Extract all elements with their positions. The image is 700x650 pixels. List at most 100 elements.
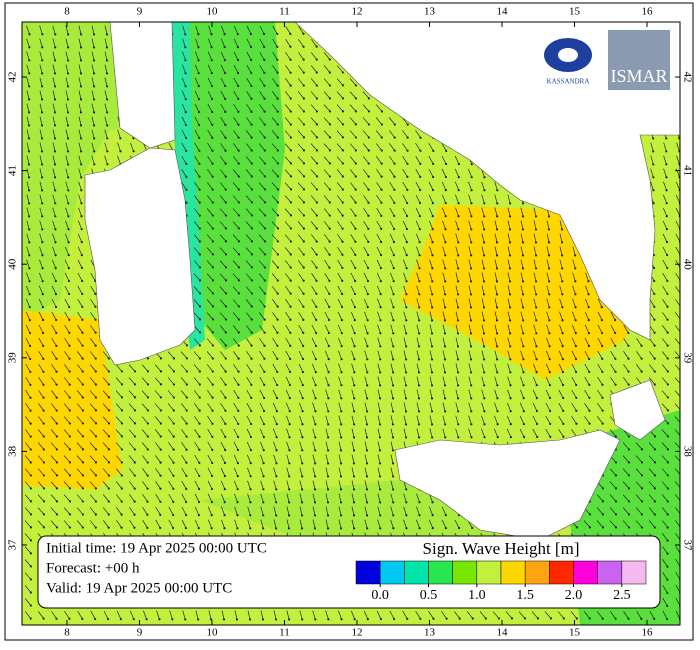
- arrow-shaft: [285, 39, 291, 47]
- arrow-shaft: [310, 143, 318, 151]
- arrow-shaft: [362, 117, 370, 125]
- arrow-shaft: [520, 259, 524, 269]
- arrow-head: [41, 241, 44, 244]
- arrow-head: [53, 124, 57, 127]
- arrow-head: [521, 241, 525, 244]
- arrow-shaft: [402, 233, 408, 243]
- wave-arrow: [363, 259, 370, 270]
- arrow-head: [561, 345, 564, 348]
- arrow-shaft: [207, 116, 213, 126]
- wave-arrow: [39, 259, 44, 270]
- arrow-shaft: [246, 38, 252, 48]
- arrow-head: [354, 253, 357, 256]
- arrow-head: [327, 423, 330, 426]
- arrow-head: [28, 241, 31, 244]
- arrow-head: [94, 292, 97, 295]
- wave-arrow: [455, 194, 460, 205]
- wave-arrow: [663, 168, 668, 179]
- wave-arrow: [39, 233, 44, 244]
- arrow-head: [250, 409, 253, 413]
- arrow-head: [456, 371, 460, 374]
- arrow-shaft: [26, 233, 30, 243]
- arrow-shaft: [78, 103, 82, 113]
- arrow-head: [211, 422, 214, 425]
- wave-arrow: [258, 247, 267, 256]
- arrow-head: [353, 319, 356, 322]
- wave-arrow: [233, 104, 240, 113]
- wave-arrow: [362, 104, 371, 113]
- arrow-head: [367, 175, 370, 178]
- arrow-head: [496, 371, 499, 374]
- arrow-head: [28, 344, 32, 348]
- arrow-head: [250, 201, 254, 204]
- arrow-head: [315, 110, 319, 113]
- arrow-shaft: [232, 169, 240, 177]
- arrow-head: [548, 293, 551, 296]
- arrow-shaft: [246, 117, 252, 125]
- wave-arrow: [415, 181, 422, 192]
- arrow-head: [340, 358, 343, 361]
- wave-arrow: [246, 77, 253, 87]
- arrow-head: [80, 189, 83, 192]
- arrow-head: [380, 214, 383, 217]
- arrow-shaft: [39, 38, 43, 48]
- wave-arrow: [233, 117, 240, 126]
- arrow-shaft: [259, 104, 265, 112]
- arrow-head: [469, 371, 473, 374]
- arrow-head: [211, 162, 214, 165]
- arrow-head: [67, 279, 71, 283]
- wave-arrow: [375, 104, 384, 113]
- arrow-head: [224, 435, 227, 439]
- arrow-head: [92, 72, 96, 75]
- arrow-shaft: [130, 142, 134, 152]
- arrow-head: [431, 241, 434, 244]
- arrow-head: [92, 59, 96, 62]
- arrow-shaft: [271, 182, 279, 190]
- arrow-head: [79, 59, 83, 62]
- arrow-shaft: [336, 91, 344, 99]
- arrow-head: [302, 84, 305, 87]
- arrow-shaft: [232, 247, 240, 255]
- arrow-head: [40, 189, 44, 192]
- arrow-shaft: [349, 104, 357, 112]
- arrow-shaft: [65, 155, 69, 165]
- arrow-head: [496, 358, 499, 361]
- arrow-head: [341, 279, 344, 283]
- wave-arrow: [376, 156, 383, 165]
- arrow-head: [93, 163, 96, 166]
- arrow-head: [224, 279, 228, 282]
- arrow-head: [380, 188, 383, 191]
- wave-arrow: [207, 143, 214, 152]
- arrow-head: [379, 345, 382, 348]
- arrow-head: [29, 396, 32, 399]
- wave-arrow: [662, 220, 668, 231]
- arrow-head: [107, 396, 111, 399]
- arrow-shaft: [662, 259, 668, 269]
- arrow-shaft: [272, 78, 278, 86]
- arrow-head: [107, 383, 111, 386]
- arrow-head: [575, 409, 578, 412]
- arrow-shaft: [91, 90, 95, 100]
- arrow-shaft: [336, 182, 344, 190]
- arrow-head: [417, 436, 421, 439]
- arrow-shaft: [117, 142, 121, 152]
- arrow-head: [211, 214, 214, 217]
- arrow-head: [548, 396, 552, 400]
- wave-arrow: [494, 259, 499, 270]
- arrow-head: [496, 384, 499, 387]
- arrow-head: [483, 202, 486, 205]
- arrow-shaft: [52, 142, 56, 152]
- wave-arrow: [26, 116, 31, 127]
- arrow-head: [55, 318, 58, 322]
- arrow-shaft: [468, 207, 472, 217]
- arrow-head: [354, 84, 358, 87]
- arrow-head: [430, 345, 434, 348]
- wave-arrow: [297, 195, 306, 204]
- wave-arrow: [284, 117, 292, 126]
- arrow-head: [315, 136, 319, 139]
- arrow-shaft: [310, 104, 318, 112]
- wave-arrow: [520, 220, 525, 231]
- wave-arrow: [52, 38, 57, 49]
- wave-arrow: [246, 104, 253, 113]
- arrow-head: [666, 331, 669, 334]
